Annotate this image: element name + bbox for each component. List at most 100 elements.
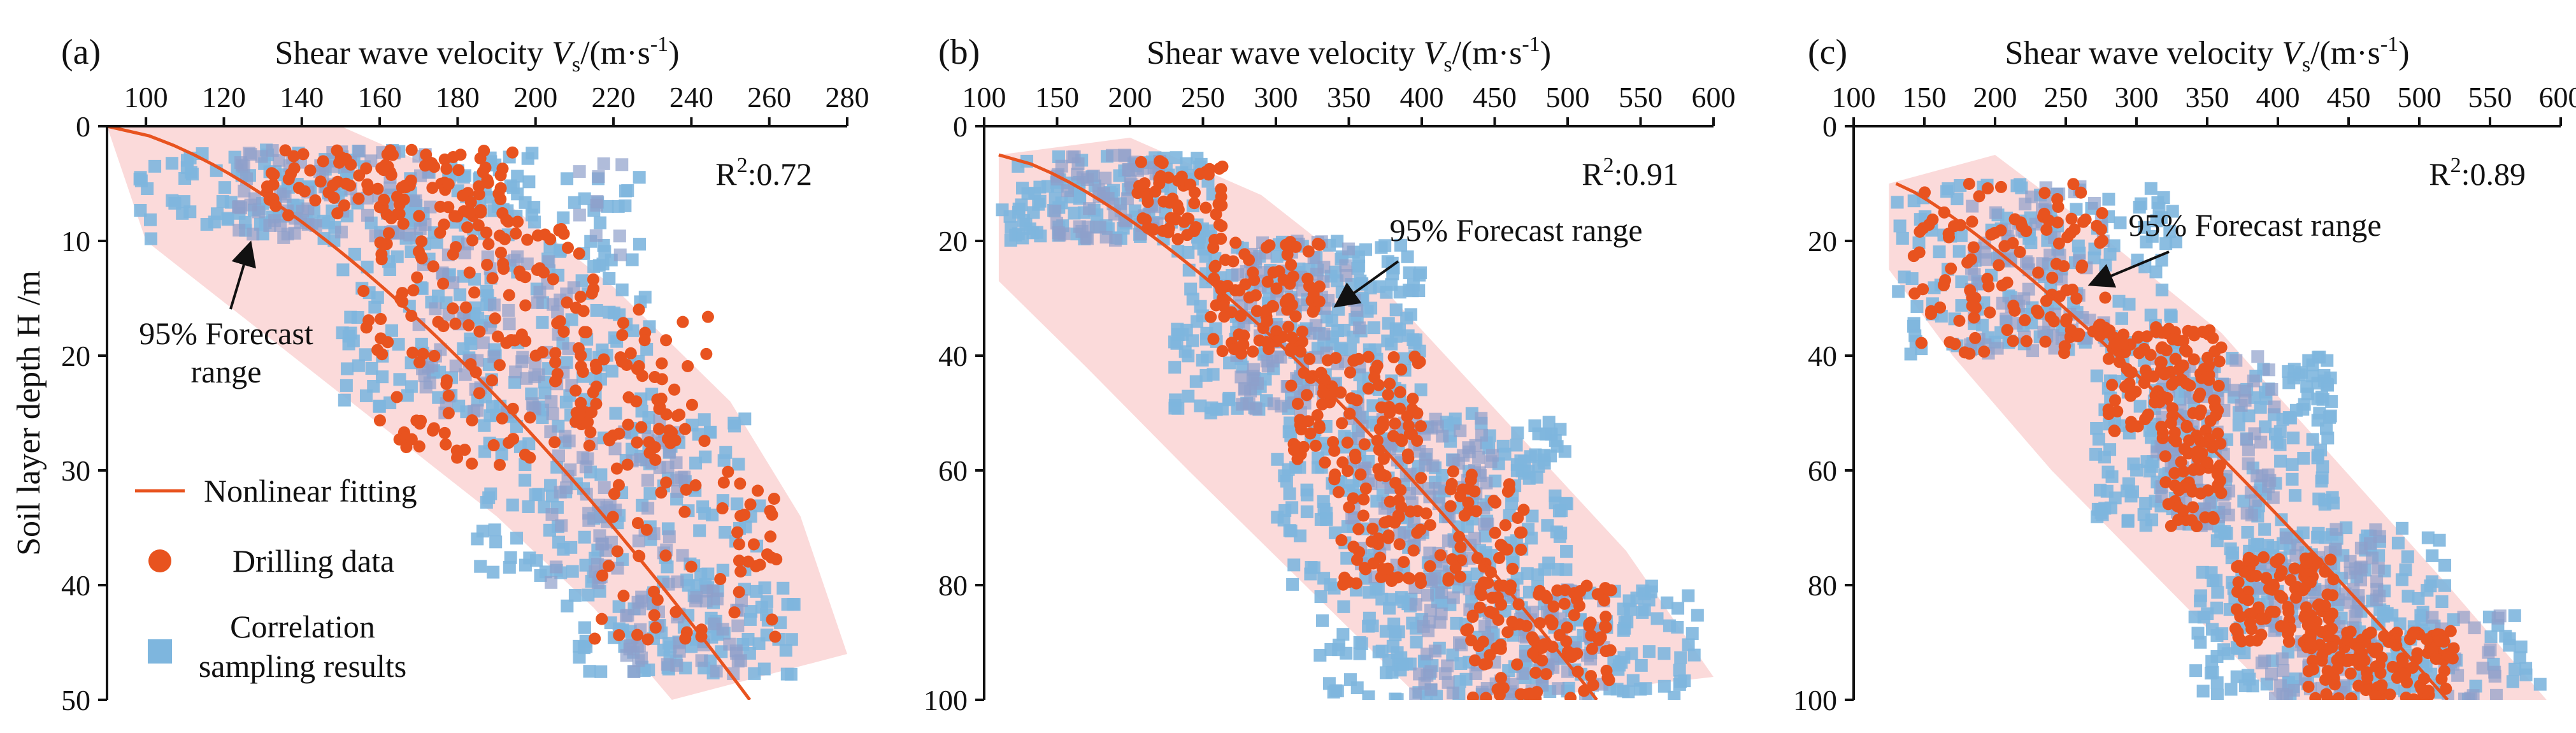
drilling-point (1415, 577, 1428, 590)
sampling-point (1950, 192, 1964, 205)
drilling-point (2407, 693, 2420, 700)
x-tick-label: 160 (358, 81, 402, 113)
sampling-point (578, 530, 591, 544)
drilling-point (340, 152, 352, 165)
drilling-point (2215, 487, 2228, 500)
drilling-point (1393, 538, 1406, 551)
drilling-point (1394, 402, 1406, 415)
drilling-point (2202, 359, 2215, 372)
drilling-point (698, 435, 711, 447)
x-tick-label: 600 (2539, 81, 2576, 113)
drilling-point (466, 457, 478, 470)
drilling-point (1407, 544, 1420, 557)
drilling-point (2242, 594, 2254, 607)
drilling-point (413, 210, 426, 222)
sampling-point (368, 300, 382, 314)
drilling-point (338, 199, 350, 212)
drilling-point (682, 360, 694, 373)
sampling-point (552, 535, 565, 549)
sampling-point (1904, 347, 1917, 361)
drilling-point (1237, 338, 1250, 351)
drilling-point (2300, 601, 2312, 614)
sampling-point (478, 419, 491, 432)
sampling-point (2135, 197, 2148, 210)
y-tick-label: 40 (61, 569, 90, 602)
sampling-point (2112, 294, 2126, 308)
sampling-point (2457, 611, 2470, 624)
drilling-point (2050, 258, 2063, 270)
r2-label: R2:0.91 (1582, 154, 1678, 192)
drilling-point (2095, 223, 2108, 236)
sampling-point (1650, 612, 1664, 625)
sampling-point (612, 200, 625, 213)
sampling-point (2277, 664, 2290, 678)
sampling-point (336, 263, 350, 277)
sampling-point (1194, 399, 1207, 412)
drilling-point (2298, 611, 2311, 623)
drilling-point (1281, 249, 1294, 261)
drilling-point (574, 291, 587, 303)
drilling-point (2131, 420, 2144, 433)
sampling-point (2370, 575, 2384, 588)
drilling-point (2032, 266, 2045, 279)
sampling-point (738, 412, 752, 426)
drilling-point (375, 248, 388, 261)
sampling-point (699, 595, 713, 608)
drilling-point (2156, 326, 2168, 339)
drilling-point (689, 479, 702, 491)
sampling-point (1372, 645, 1385, 658)
drilling-point (1263, 239, 1276, 252)
sampling-point (1673, 664, 1686, 677)
drilling-point (442, 407, 455, 419)
drilling-point (2331, 654, 2343, 667)
drilling-point (463, 266, 476, 279)
sampling-point (2508, 609, 2521, 622)
sampling-point (1478, 518, 1491, 531)
sampling-point (166, 157, 179, 170)
drilling-point (1415, 420, 1428, 433)
sampling-point (2139, 497, 2152, 510)
drilling-point (2345, 692, 2358, 700)
sampling-point (1389, 303, 1403, 317)
sampling-point (134, 204, 147, 217)
drilling-point (1352, 523, 1365, 535)
sampling-point (1203, 224, 1216, 238)
sampling-point (2458, 692, 2472, 700)
drilling-point (420, 149, 433, 161)
sampling-point (488, 523, 501, 537)
drilling-point (1336, 417, 1349, 430)
sampling-point (594, 216, 607, 229)
sampling-point (1954, 229, 1968, 242)
sampling-point (2426, 611, 2439, 624)
drilling-point (2359, 684, 2372, 697)
drilling-point (584, 426, 597, 439)
sampling-point (2000, 312, 2013, 326)
sampling-point (662, 530, 676, 544)
sampling-point (1452, 636, 1466, 650)
drilling-point (1332, 486, 1345, 498)
sampling-point (1671, 602, 1685, 615)
sampling-point (1206, 368, 1220, 381)
drilling-point (473, 387, 485, 400)
drilling-point (1401, 410, 1413, 423)
drilling-point (2173, 484, 2186, 497)
drilling-point (648, 609, 661, 621)
panel-label: (b) (938, 33, 980, 72)
sampling-point (2313, 407, 2326, 420)
drilling-point (2243, 551, 2256, 564)
drilling-point (1188, 197, 1201, 210)
drilling-point (494, 182, 507, 194)
drilling-point (1382, 532, 1395, 544)
sampling-point (560, 356, 573, 369)
sampling-point (341, 362, 354, 375)
drilling-point (678, 505, 691, 518)
drilling-point (2257, 551, 2270, 563)
sampling-point (1892, 285, 1905, 298)
drilling-point (510, 227, 522, 240)
drilling-point (1466, 691, 1479, 700)
sampling-point (1389, 322, 1403, 335)
sampling-point (689, 456, 703, 470)
drilling-point (1478, 658, 1491, 671)
sampling-point (559, 430, 572, 443)
sampling-point (1422, 624, 1435, 637)
